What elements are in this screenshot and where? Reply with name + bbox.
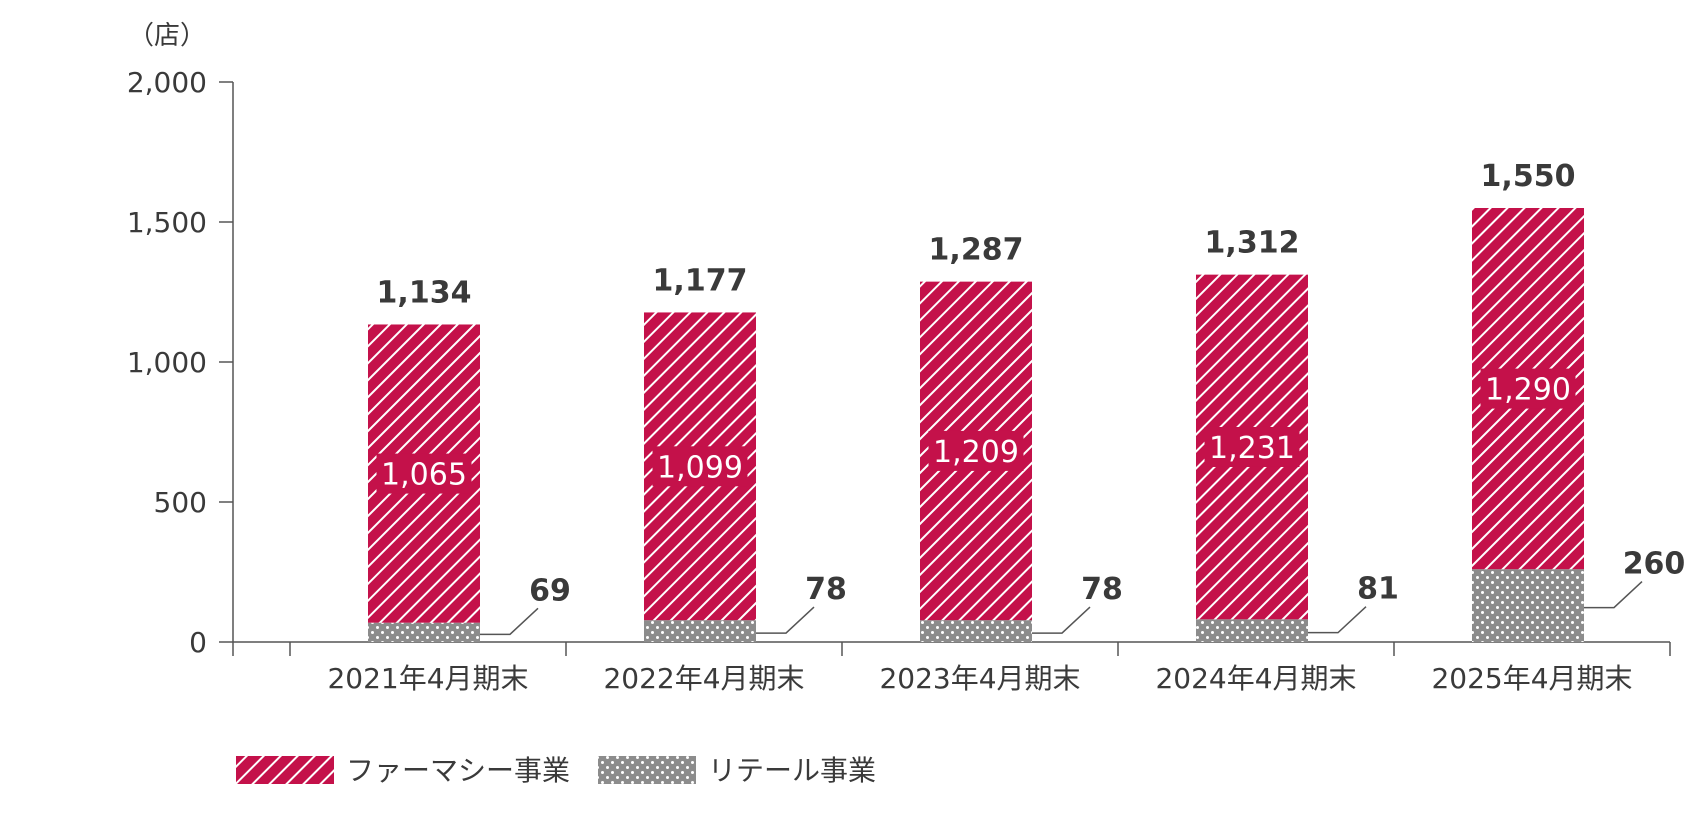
pharmacy-label: 1,231	[1209, 431, 1295, 466]
y-axis: 0 500 1,000 1,500 2,000	[127, 66, 234, 659]
legend-label-retail: リテール事業	[708, 754, 876, 787]
x-axis: 2021年4月期末 2022年4月期末 2023年4月期末 2024年4月期末 2025…	[232, 641, 1671, 695]
retail-leader-line	[1032, 606, 1091, 634]
y-tick-label: 500	[154, 486, 207, 519]
retail-leader-line	[756, 606, 815, 634]
total-label: 1,287	[929, 233, 1024, 268]
pharmacy-label-bg	[376, 453, 472, 494]
pharmacy-label: 1,065	[381, 458, 467, 493]
legend-swatch-pharmacy	[236, 756, 334, 784]
retail-leader-line	[1584, 581, 1643, 609]
total-label: 1,134	[377, 275, 472, 310]
bar-retail	[1472, 569, 1584, 642]
retail-leader-line	[480, 607, 539, 636]
pharmacy-label-bg	[652, 446, 748, 487]
total-label: 1,550	[1481, 159, 1576, 194]
total-label: 1,312	[1205, 226, 1300, 261]
retail-leader-line	[1308, 606, 1367, 634]
retail-label: 81	[1357, 572, 1399, 607]
y-axis-unit: （店）	[128, 21, 206, 51]
pharmacy-label-bg	[928, 430, 1024, 471]
x-tick-label: 2022年4月期末	[603, 662, 804, 695]
y-tick-label: 1,000	[127, 346, 207, 379]
retail-label: 78	[1081, 572, 1123, 607]
legend-swatch-retail	[598, 756, 696, 784]
x-tick-label: 2025年4月期末	[1431, 662, 1632, 695]
y-tick-label: 1,500	[127, 206, 207, 239]
y-tick-label: 2,000	[127, 66, 207, 99]
retail-label: 69	[529, 573, 571, 608]
pharmacy-label: 1,099	[657, 450, 743, 485]
bar-retail	[920, 620, 1032, 642]
legend: ファーマシー事業 リテール事業	[236, 754, 876, 787]
retail-label: 78	[805, 572, 847, 607]
y-tick-label: 0	[189, 626, 207, 659]
x-tick-label: 2021年4月期末	[327, 662, 528, 695]
pharmacy-label-bg	[1480, 368, 1576, 409]
total-label: 1,177	[653, 263, 748, 298]
retail-label: 260	[1623, 547, 1686, 582]
pharmacy-label: 1,290	[1485, 373, 1571, 408]
legend-label-pharmacy: ファーマシー事業	[346, 754, 570, 787]
bar-retail	[1196, 619, 1308, 642]
pharmacy-label: 1,209	[933, 435, 1019, 470]
bar-retail	[368, 622, 480, 642]
x-tick-label: 2023年4月期末	[879, 662, 1080, 695]
x-tick-label: 2024年4月期末	[1155, 662, 1356, 695]
pharmacy-label-bg	[1204, 426, 1300, 467]
bar-retail	[644, 620, 756, 642]
data-labels: 1,134 1,065 69 1,177 1,099 78 1,287 1,209 78 1,31…	[376, 159, 1686, 636]
